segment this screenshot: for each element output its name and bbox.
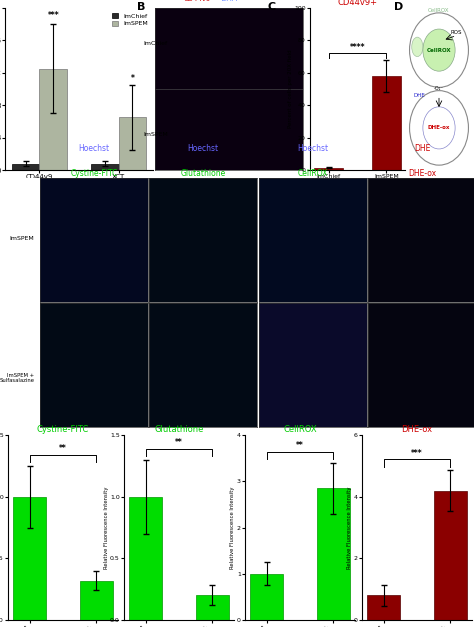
Text: ***: *** [411, 448, 423, 458]
Y-axis label: Relative Fluorescence Intensity: Relative Fluorescence Intensity [104, 487, 109, 569]
Text: DAPI: DAPI [217, 0, 237, 1]
Text: ****: **** [350, 43, 365, 52]
Bar [118, 117, 146, 170]
Text: **: ** [175, 438, 183, 446]
Title: Cystine-FITC: Cystine-FITC [70, 169, 118, 178]
Text: ***: *** [47, 11, 59, 20]
Y-axis label: Relative Fluorescence Intensity: Relative Fluorescence Intensity [230, 487, 236, 569]
Text: CD44v9: CD44v9 [184, 0, 211, 1]
Bar [367, 595, 401, 620]
Text: *: * [130, 73, 134, 83]
Text: D: D [394, 1, 403, 11]
Bar [80, 581, 113, 620]
Title: CD44v9+: CD44v9+ [337, 0, 377, 8]
Text: DHE: DHE [414, 144, 430, 153]
Bar [434, 490, 467, 620]
Bar [250, 574, 283, 620]
Ellipse shape [412, 37, 423, 56]
Title: Cystine-FITC: Cystine-FITC [37, 425, 89, 435]
Bar [314, 167, 343, 170]
Text: ImChief: ImChief [143, 41, 167, 46]
Text: B: B [137, 1, 146, 11]
Text: ImSPEM: ImSPEM [9, 236, 34, 241]
Legend: ImChief, ImSPEM: ImChief, ImSPEM [110, 11, 150, 28]
Bar [372, 76, 401, 170]
Bar [129, 497, 162, 620]
Text: ImSPEM +
Sulfasalazine: ImSPEM + Sulfasalazine [0, 372, 34, 383]
Text: -O₂⁻: -O₂⁻ [434, 87, 444, 92]
Y-axis label: Relative Fluorescence Intensity: Relative Fluorescence Intensity [347, 487, 353, 569]
Ellipse shape [423, 107, 455, 149]
Title: CellROX: CellROX [298, 169, 328, 178]
Text: DHE-ox: DHE-ox [428, 125, 450, 130]
Bar [317, 488, 350, 620]
Bar [39, 69, 67, 170]
Title: CellROX: CellROX [283, 425, 317, 435]
Bar [91, 164, 118, 170]
Text: ROS: ROS [451, 30, 462, 35]
Text: Hoechst: Hoechst [78, 144, 109, 153]
Bar [13, 497, 46, 620]
Title: Glutathione: Glutathione [155, 425, 204, 435]
Text: CellROX: CellROX [427, 48, 451, 53]
Text: C: C [267, 1, 275, 11]
Text: CellROX: CellROX [428, 8, 450, 13]
Text: **: ** [296, 441, 304, 450]
Title: DHE-ox: DHE-ox [401, 425, 433, 435]
Bar [12, 164, 39, 170]
Title: Glutathione: Glutathione [181, 169, 226, 178]
Bar [196, 595, 229, 620]
Text: **: ** [59, 444, 67, 453]
Text: Hoechst: Hoechst [187, 144, 219, 153]
Text: ImSPEM: ImSPEM [143, 132, 168, 137]
Text: DHE: DHE [413, 93, 425, 98]
Text: Hoechst: Hoechst [298, 144, 328, 153]
Ellipse shape [423, 29, 455, 71]
Y-axis label: Percent of cells per 20X field: Percent of cells per 20X field [288, 50, 293, 129]
Title: DHE-ox: DHE-ox [408, 169, 436, 178]
